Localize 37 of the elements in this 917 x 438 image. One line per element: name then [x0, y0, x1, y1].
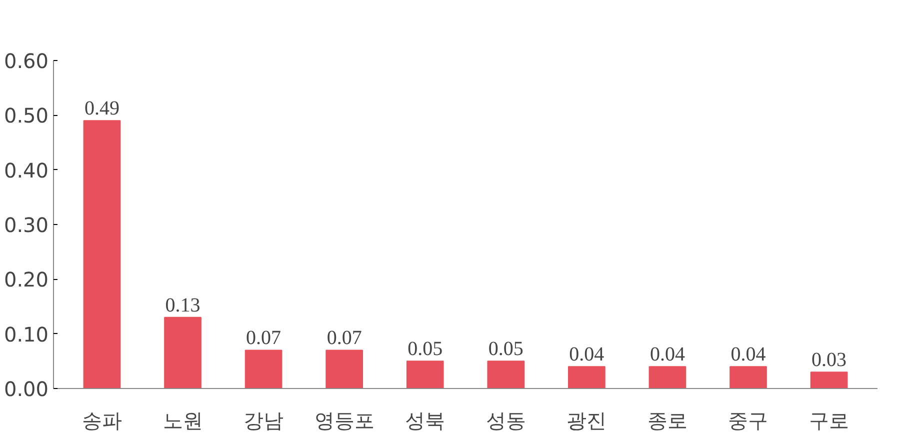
- bar: [648, 366, 686, 388]
- data-label: 0.04: [650, 344, 685, 366]
- data-label: 0.05: [408, 338, 443, 360]
- bar: [406, 360, 444, 388]
- bar: [568, 366, 606, 388]
- data-label: 0.04: [730, 344, 766, 366]
- bar: [164, 316, 202, 388]
- y-tick-label: 0.30: [4, 213, 48, 237]
- bar: [83, 120, 121, 388]
- y-tick-label: 0.50: [4, 104, 48, 128]
- y-tick-label: 0.40: [4, 158, 48, 182]
- x-tick-label: 영등포: [314, 408, 374, 432]
- data-label: 0.13: [165, 294, 200, 316]
- x-tick-label: 성동: [486, 408, 526, 432]
- x-tick-label: 광진: [566, 408, 607, 432]
- x-tick-label: 노원: [162, 408, 203, 432]
- data-label: 0.49: [84, 98, 120, 120]
- y-tick-label: 0.60: [4, 49, 48, 73]
- bar: [487, 360, 525, 388]
- y-tick-label: 0.10: [4, 322, 48, 346]
- y-tick-label: 0.20: [4, 268, 48, 292]
- bar: [810, 372, 848, 388]
- bar: [244, 350, 282, 388]
- x-tick-label: 종로: [647, 408, 688, 432]
- data-label: 0.07: [246, 327, 282, 350]
- x-tick-label: 성북: [405, 408, 446, 432]
- x-tick-label: 강남: [244, 408, 284, 432]
- data-label: 0.03: [812, 349, 847, 372]
- x-tick-label: 구로: [809, 408, 850, 432]
- x-tick-label: 송파: [82, 408, 122, 432]
- bar: [326, 350, 363, 388]
- data-label: 0.05: [488, 338, 524, 360]
- bar: [730, 366, 767, 388]
- y-tick-label: 0.00: [4, 377, 48, 401]
- data-label: 0.07: [326, 327, 362, 350]
- data-label: 0.04: [569, 344, 604, 366]
- x-tick-label: 중구: [728, 408, 768, 432]
